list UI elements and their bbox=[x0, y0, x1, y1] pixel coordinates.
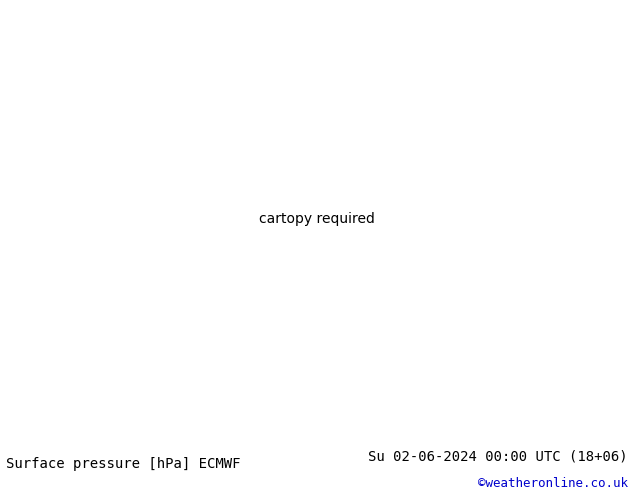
Text: Su 02-06-2024 00:00 UTC (18+06): Su 02-06-2024 00:00 UTC (18+06) bbox=[368, 450, 628, 464]
Text: cartopy required: cartopy required bbox=[259, 212, 375, 226]
Text: Surface pressure [hPa] ECMWF: Surface pressure [hPa] ECMWF bbox=[6, 457, 241, 470]
Text: ©weatheronline.co.uk: ©weatheronline.co.uk bbox=[477, 477, 628, 490]
